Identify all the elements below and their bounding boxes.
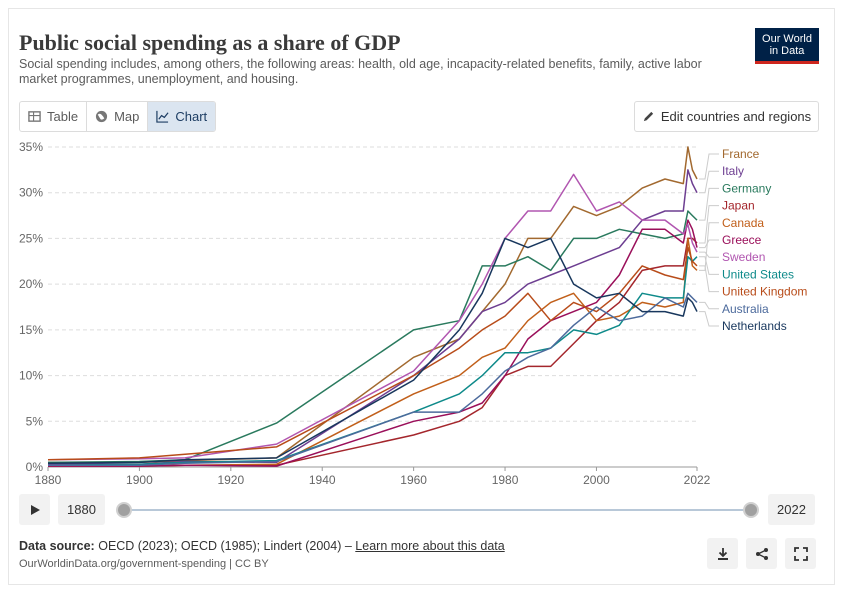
series-line-sweden[interactable]: [47, 173, 698, 461]
chart-subtitle: Social spending includes, among others, …: [19, 57, 702, 86]
legend-connector: [699, 222, 719, 271]
logo-line-2: in Data: [769, 45, 805, 57]
globe-icon: [96, 110, 108, 123]
legend-label-netherlands[interactable]: Netherlands: [722, 319, 787, 333]
line-chart-icon: [156, 110, 169, 123]
chart-grid: [48, 146, 697, 468]
play-icon: [30, 504, 40, 515]
line-chart: 0%5%10%15%20%25%30%35% 1880 1900 1920 1940 1…: [19, 140, 807, 487]
legend-label-australia[interactable]: Australia: [722, 302, 769, 316]
legend-label-france[interactable]: France: [722, 147, 760, 161]
tab-chart-label: Chart: [175, 109, 208, 124]
legend-label-germany[interactable]: Germany: [722, 181, 771, 195]
timeline-start-year[interactable]: 1880: [58, 494, 105, 525]
legend-connector: [699, 256, 719, 275]
x-tick-label: 2022: [684, 473, 711, 487]
page-title: Public social spending as a share of GDP: [19, 30, 401, 55]
x-tick-label: 1900: [126, 473, 153, 487]
y-tick-label: 10%: [19, 369, 43, 383]
owid-logo[interactable]: Our World in Data: [755, 28, 819, 64]
source-url: OurWorldinData.org/government-spending |…: [19, 558, 269, 570]
legend-label-greece[interactable]: Greece: [722, 233, 762, 247]
y-tick-label: 15%: [19, 323, 43, 337]
tab-map[interactable]: Map: [87, 102, 149, 131]
chart-legend: France Italy Germany Japan Canada Greece Swede…: [699, 147, 807, 333]
pencil-icon: [643, 111, 653, 122]
y-axis-ticks: 0% 5% 10% 15% 20% 25% 30% 35%: [19, 140, 43, 474]
x-tick-label: 1960: [400, 473, 427, 487]
timeline-start-handle[interactable]: [116, 502, 132, 518]
fullscreen-icon: [793, 546, 808, 561]
edit-countries-label: Edit countries and regions: [660, 109, 812, 124]
x-tick-label: 1920: [217, 473, 244, 487]
legend-label-italy[interactable]: Italy: [722, 164, 744, 178]
legend-label-united-states[interactable]: United States: [722, 267, 794, 281]
series-line-netherlands[interactable]: [47, 237, 698, 465]
legend-connector: [699, 311, 719, 327]
chart-card: [8, 8, 835, 585]
table-icon: [28, 111, 41, 122]
series-line-united-kingdom[interactable]: [47, 246, 698, 461]
source-label: Data source:: [19, 539, 95, 553]
timeline-track[interactable]: [124, 509, 751, 511]
series-line-japan[interactable]: [48, 237, 698, 467]
timeline-slider: 1880 2022: [19, 494, 819, 525]
legend-connector: [699, 187, 719, 221]
y-tick-label: 25%: [19, 231, 43, 245]
legend-label-sweden[interactable]: Sweden: [722, 250, 765, 264]
legend-connector: [699, 205, 719, 244]
series-line-germany[interactable]: [47, 210, 698, 464]
y-tick-label: 0%: [26, 460, 44, 474]
tab-table-label: Table: [47, 109, 79, 124]
y-tick-label: 35%: [19, 140, 43, 154]
data-source: Data source: OECD (2023); OECD (1985); L…: [19, 539, 505, 553]
download-button[interactable]: [707, 538, 738, 569]
legend-connector: [699, 301, 719, 310]
play-button[interactable]: [19, 494, 50, 525]
series-line-united-states[interactable]: [47, 255, 698, 466]
legend-label-canada[interactable]: Canada: [722, 216, 764, 230]
legend-connector: [699, 153, 719, 180]
y-tick-label: 5%: [26, 414, 44, 428]
legend-connector: [699, 251, 719, 258]
logo-line-1: Our World: [762, 33, 812, 45]
series-line-italy[interactable]: [48, 169, 698, 466]
edit-countries-button[interactable]: Edit countries and regions: [634, 101, 819, 132]
source-text: OECD (2023); OECD (1985); Lindert (2004)…: [98, 539, 352, 553]
x-axis-ticks: 1880 1900 1920 1940 1960 1980 2000 2022: [35, 467, 711, 487]
download-icon: [717, 547, 728, 560]
tab-table[interactable]: Table: [20, 102, 88, 131]
timeline-end-handle[interactable]: [743, 502, 759, 518]
timeline-end-year[interactable]: 2022: [768, 494, 815, 525]
share-icon: [755, 547, 768, 560]
y-tick-label: 20%: [19, 277, 43, 291]
x-tick-label: 1880: [35, 473, 62, 487]
y-tick-label: 30%: [19, 186, 43, 200]
legend-connector: [699, 170, 719, 194]
view-tabs: Table Map Chart: [19, 101, 217, 132]
legend-connector: [699, 265, 719, 293]
share-button[interactable]: [746, 538, 777, 569]
legend-connector: [699, 239, 719, 249]
x-tick-label: 1980: [492, 473, 519, 487]
fullscreen-button[interactable]: [785, 538, 816, 569]
tab-chart[interactable]: Chart: [148, 102, 216, 131]
x-tick-label: 2000: [583, 473, 610, 487]
series-line-canada[interactable]: [48, 237, 698, 467]
series-line-greece[interactable]: [48, 219, 698, 467]
legend-label-united-kingdom[interactable]: United Kingdom: [722, 285, 807, 299]
tab-map-label: Map: [114, 109, 140, 124]
chart-series-lines: [47, 146, 698, 467]
series-line-australia[interactable]: [48, 292, 698, 466]
learn-more-link[interactable]: Learn more about this data: [355, 539, 505, 553]
x-tick-label: 1940: [309, 473, 336, 487]
legend-label-japan[interactable]: Japan: [722, 199, 755, 213]
